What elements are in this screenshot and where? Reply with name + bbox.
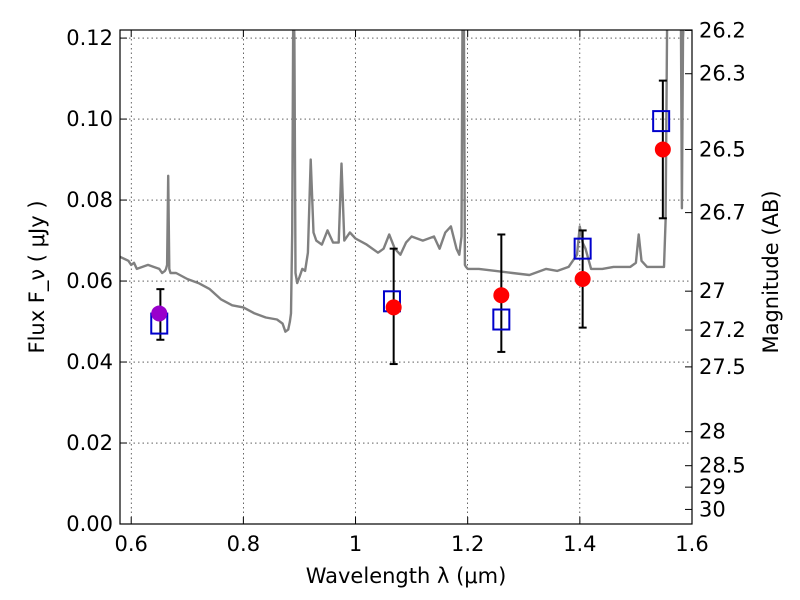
y-tick-label: 0.10 <box>66 107 113 131</box>
x-tick-label: 1 <box>349 532 362 556</box>
axis-ticks: 0.6 0.8 1 1.2 1.4 1.6 0.00 0.02 0.04 0.06 0.08 0.10… <box>66 18 746 556</box>
x-tick-label: 1.2 <box>451 532 484 556</box>
y-tick-label: 0.00 <box>66 512 113 536</box>
x-tick-label: 1.6 <box>675 532 708 556</box>
model-photometry-square <box>492 308 511 331</box>
plot-area <box>120 30 685 366</box>
y-tick-label: 0.12 <box>66 26 113 50</box>
y2-tick-label: 27 <box>699 279 726 303</box>
spectrum-line <box>120 30 685 333</box>
grid <box>120 30 692 524</box>
y2-tick-label: 27.2 <box>699 318 746 342</box>
y2-tick-label: 29 <box>699 475 726 499</box>
y-tick-label: 0.08 <box>66 188 113 212</box>
x-tick-label: 0.6 <box>115 532 148 556</box>
y2-tick-label: 30 <box>699 497 726 521</box>
y2-tick-label: 26.7 <box>699 201 746 225</box>
y2-tick-label: 26.3 <box>699 62 746 86</box>
y-tick-label: 0.06 <box>66 269 113 293</box>
observed-photometry-point <box>574 271 591 288</box>
x-tick-label: 0.8 <box>227 532 260 556</box>
y2-tick-label: 27.5 <box>699 355 746 379</box>
y2-axis-label: Magnitude (AB) <box>759 190 783 353</box>
observed-photometry-point <box>654 141 671 158</box>
y-tick-label: 0.02 <box>66 431 113 455</box>
observed-photometry-point <box>385 299 402 316</box>
y-tick-label: 0.04 <box>66 350 113 374</box>
y2-tick-label: 28 <box>699 420 726 444</box>
x-axis-label: Wavelength λ (μm) <box>306 564 507 588</box>
model-photometry-square <box>652 110 671 133</box>
observed-photometry-point <box>151 305 168 322</box>
x-tick-label: 1.4 <box>563 532 596 556</box>
y2-tick-label: 26.2 <box>699 18 746 42</box>
observed-photometry-point <box>493 287 510 304</box>
y2-tick-label: 28.5 <box>699 454 746 478</box>
y-axis-label: Flux F_ν ( μJy ) <box>25 200 50 353</box>
plot-frame <box>119 29 693 525</box>
model-photometry-square <box>573 237 592 260</box>
y2-tick-label: 26.5 <box>699 137 746 161</box>
